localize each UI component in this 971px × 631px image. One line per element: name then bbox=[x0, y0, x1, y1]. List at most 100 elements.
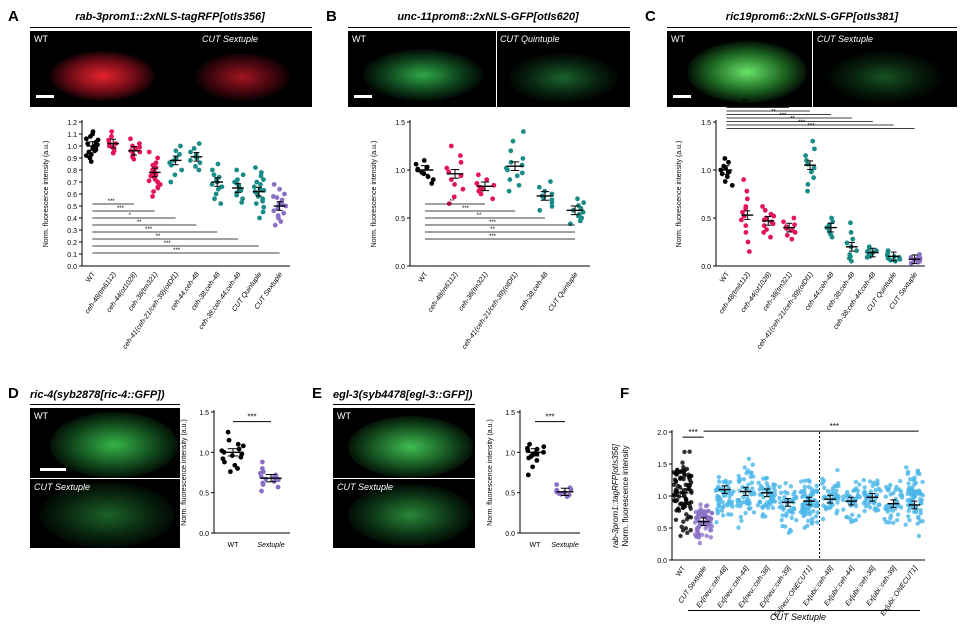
micrograph-a: WT CUT Sextuple bbox=[30, 31, 312, 107]
data-point-f bbox=[806, 484, 812, 490]
data-point-b bbox=[519, 170, 525, 176]
data-point-f bbox=[721, 504, 726, 509]
data-point-a bbox=[281, 210, 287, 216]
data-point-f bbox=[687, 449, 692, 454]
data-point-f bbox=[688, 528, 693, 533]
data-point-f bbox=[789, 509, 795, 514]
data-point-a bbox=[258, 182, 263, 187]
data-point-e bbox=[526, 455, 532, 461]
data-point-f bbox=[883, 494, 889, 499]
data-point-f bbox=[841, 507, 846, 512]
data-point-f bbox=[894, 484, 899, 490]
data-point-a bbox=[191, 146, 197, 151]
data-point-a bbox=[275, 206, 281, 211]
data-point-f bbox=[809, 521, 815, 526]
data-point-c bbox=[808, 169, 814, 175]
data-point-c bbox=[740, 209, 745, 215]
title-rule-c bbox=[667, 27, 957, 28]
data-point-c bbox=[722, 156, 728, 161]
data-point-f bbox=[782, 489, 788, 495]
data-point-f bbox=[746, 482, 751, 487]
data-point-f bbox=[908, 500, 914, 506]
data-point-c bbox=[908, 260, 914, 266]
data-point-a bbox=[278, 219, 284, 225]
data-point-a bbox=[196, 141, 202, 147]
data-point-f bbox=[740, 494, 746, 500]
data-point-a bbox=[261, 177, 266, 183]
y-tick-label-d: 0.0 bbox=[199, 531, 209, 538]
data-point-b bbox=[507, 177, 513, 183]
data-point-a bbox=[88, 159, 94, 165]
footer-rule-f bbox=[688, 610, 920, 611]
x-tick-label-b: ceh-48(m6112) bbox=[427, 271, 460, 313]
data-point-d bbox=[226, 437, 232, 443]
gfp-signal-wt bbox=[687, 41, 807, 103]
data-point-b bbox=[549, 200, 555, 206]
data-point-f bbox=[786, 530, 791, 535]
data-point-f bbox=[757, 492, 763, 497]
data-point-f bbox=[861, 478, 866, 483]
data-point-a bbox=[257, 215, 262, 221]
data-point-a bbox=[155, 184, 161, 190]
y-axis-label-f: Norm. fluorescence intensity bbox=[621, 446, 630, 547]
data-point-f bbox=[756, 480, 761, 486]
data-point-f bbox=[788, 484, 794, 489]
data-point-a bbox=[110, 150, 116, 156]
data-point-a bbox=[90, 131, 95, 137]
y-axis-label-e: Norm. fluorescence intensity (a.u.) bbox=[487, 419, 494, 526]
title-rule-a bbox=[30, 27, 312, 28]
data-point-f bbox=[757, 499, 763, 505]
data-point-f bbox=[715, 484, 721, 489]
data-point-f bbox=[916, 533, 922, 539]
data-point-a bbox=[155, 155, 161, 161]
data-point-c bbox=[792, 230, 798, 235]
data-point-f bbox=[688, 473, 693, 479]
y-axis-label-a: Norm. fluorescence intensity (a.u.) bbox=[43, 141, 50, 248]
data-point-f bbox=[920, 493, 926, 498]
data-point-f bbox=[834, 483, 839, 488]
data-point-c bbox=[761, 230, 767, 235]
data-point-f bbox=[862, 492, 867, 497]
data-point-f bbox=[672, 498, 678, 503]
data-point-f bbox=[885, 503, 891, 509]
data-point-f bbox=[678, 533, 683, 539]
data-point-a bbox=[212, 196, 217, 202]
data-point-f bbox=[771, 494, 776, 500]
data-point-e bbox=[534, 458, 540, 463]
data-point-a bbox=[109, 129, 115, 135]
data-point-c bbox=[768, 234, 773, 240]
data-point-a bbox=[282, 191, 287, 197]
data-point-f bbox=[744, 470, 749, 476]
data-point-a bbox=[238, 188, 244, 193]
data-point-a bbox=[253, 201, 259, 207]
data-point-f bbox=[867, 505, 873, 510]
data-point-f bbox=[873, 488, 878, 493]
data-point-a bbox=[210, 167, 215, 173]
significance-label-b: *** bbox=[489, 220, 497, 226]
image-label-cut: CUT Sextuple bbox=[202, 34, 259, 44]
data-point-c bbox=[908, 254, 914, 260]
significance-label-b: ** bbox=[490, 227, 495, 233]
data-point-b bbox=[575, 196, 580, 202]
significance-label-c: *** bbox=[761, 106, 769, 112]
x-tick-label-b: ceh-38;ceh-48 bbox=[518, 271, 549, 312]
data-point-f bbox=[884, 484, 889, 490]
gfp-signal-cut bbox=[348, 484, 473, 546]
data-point-f bbox=[705, 517, 710, 522]
y-tick-label-a: 1.2 bbox=[67, 120, 77, 127]
data-point-c bbox=[873, 248, 879, 254]
data-point-f bbox=[845, 514, 850, 520]
data-point-d bbox=[232, 462, 238, 468]
data-point-f bbox=[822, 485, 827, 491]
data-point-b bbox=[577, 218, 583, 224]
data-point-a bbox=[251, 184, 257, 190]
panel-letter-f: F bbox=[620, 385, 630, 402]
data-point-f bbox=[709, 510, 715, 516]
data-point-f bbox=[805, 523, 810, 529]
data-point-f bbox=[744, 501, 749, 506]
data-point-f bbox=[906, 514, 911, 519]
data-point-f bbox=[907, 518, 912, 523]
image-label-cut: CUT Sextuple bbox=[337, 482, 394, 492]
data-point-f bbox=[699, 532, 705, 538]
data-point-f bbox=[835, 500, 840, 505]
